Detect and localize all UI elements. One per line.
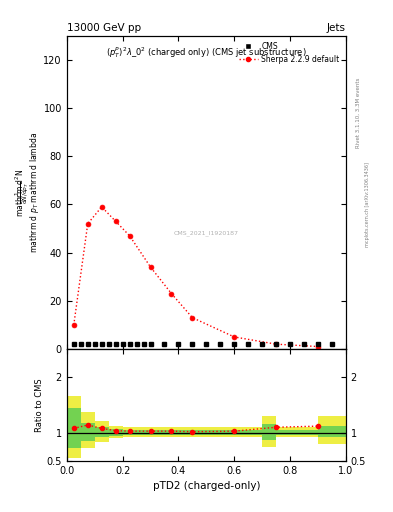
Y-axis label: mathrm d$^2$N
mathrm d $p_T$ mathrm d lambda: mathrm d$^2$N mathrm d $p_T$ mathrm d la… [13, 132, 40, 253]
Text: mcplots.cern.ch [arXiv:1306.3436]: mcplots.cern.ch [arXiv:1306.3436] [365, 162, 371, 247]
Text: Rivet 3.1.10, 3.3M events: Rivet 3.1.10, 3.3M events [356, 77, 361, 148]
Text: $\frac{1}{\mathrm{d}N / \mathrm{d}p_T}$: $\frac{1}{\mathrm{d}N / \mathrm{d}p_T}$ [14, 181, 31, 204]
Text: 13000 GeV pp: 13000 GeV pp [67, 23, 141, 33]
Y-axis label: Ratio to CMS: Ratio to CMS [35, 378, 44, 432]
Text: $(p_T^P)^2\lambda\_0^2$ (charged only) (CMS jet substructure): $(p_T^P)^2\lambda\_0^2$ (charged only) (… [106, 45, 307, 60]
Text: CMS_2021_I1920187: CMS_2021_I1920187 [174, 230, 239, 236]
X-axis label: pTD2 (charged-only): pTD2 (charged-only) [152, 481, 260, 491]
Legend: CMS, Sherpa 2.2.9 default: CMS, Sherpa 2.2.9 default [236, 39, 342, 66]
Text: Jets: Jets [327, 23, 346, 33]
